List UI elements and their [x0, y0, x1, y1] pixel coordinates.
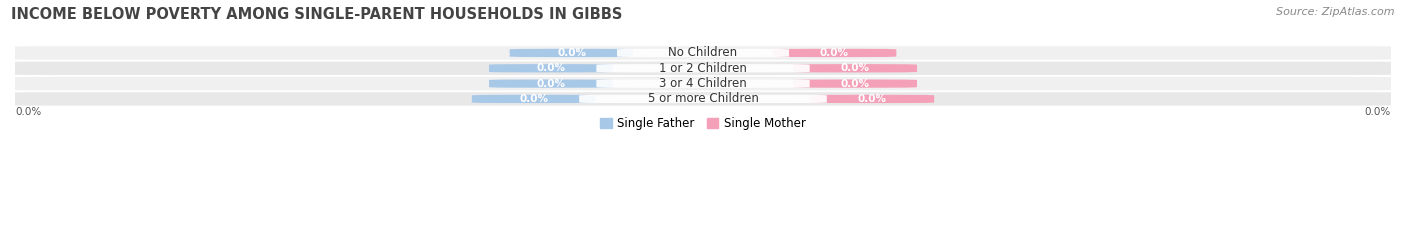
Text: 0.0%: 0.0% [537, 63, 565, 73]
FancyBboxPatch shape [810, 95, 934, 103]
FancyBboxPatch shape [1, 46, 1405, 60]
FancyBboxPatch shape [793, 79, 917, 88]
FancyBboxPatch shape [489, 64, 613, 72]
Text: 0.0%: 0.0% [841, 79, 869, 89]
FancyBboxPatch shape [772, 49, 897, 57]
Text: 0.0%: 0.0% [537, 79, 565, 89]
FancyBboxPatch shape [1, 77, 1405, 90]
Text: No Children: No Children [668, 46, 738, 59]
Text: Source: ZipAtlas.com: Source: ZipAtlas.com [1277, 7, 1395, 17]
FancyBboxPatch shape [509, 49, 634, 57]
FancyBboxPatch shape [793, 64, 917, 72]
FancyBboxPatch shape [472, 95, 596, 103]
FancyBboxPatch shape [596, 79, 810, 88]
Text: 1 or 2 Children: 1 or 2 Children [659, 62, 747, 75]
FancyBboxPatch shape [579, 95, 827, 103]
Text: 0.0%: 0.0% [557, 48, 586, 58]
Text: 0.0%: 0.0% [519, 94, 548, 104]
FancyBboxPatch shape [596, 64, 810, 72]
Legend: Single Father, Single Mother: Single Father, Single Mother [595, 112, 811, 134]
FancyBboxPatch shape [617, 49, 789, 57]
Text: 0.0%: 0.0% [841, 63, 869, 73]
Text: 0.0%: 0.0% [15, 106, 41, 116]
Text: 0.0%: 0.0% [1365, 106, 1391, 116]
Text: 0.0%: 0.0% [820, 48, 849, 58]
FancyBboxPatch shape [489, 79, 613, 88]
Text: 5 or more Children: 5 or more Children [648, 93, 758, 105]
Text: INCOME BELOW POVERTY AMONG SINGLE-PARENT HOUSEHOLDS IN GIBBS: INCOME BELOW POVERTY AMONG SINGLE-PARENT… [11, 7, 623, 22]
Text: 3 or 4 Children: 3 or 4 Children [659, 77, 747, 90]
FancyBboxPatch shape [1, 62, 1405, 75]
Text: 0.0%: 0.0% [858, 94, 887, 104]
FancyBboxPatch shape [1, 92, 1405, 106]
